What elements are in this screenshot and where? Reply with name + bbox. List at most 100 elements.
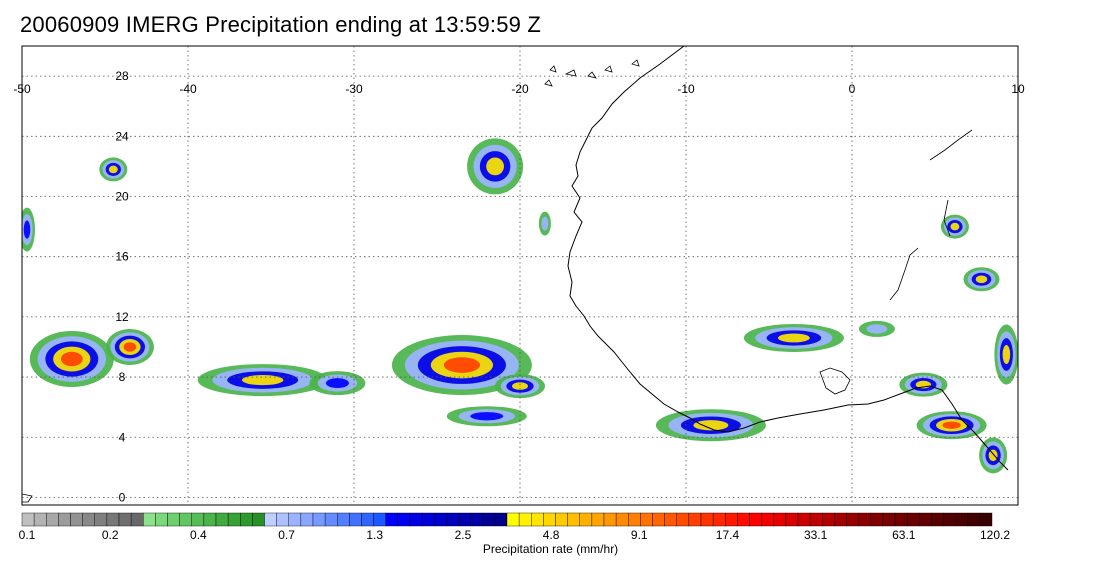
precip-cell [899, 372, 948, 397]
colorbar-swatch [155, 512, 168, 527]
lon-tick-label: -50 [13, 82, 31, 96]
colorbar-swatch [300, 512, 314, 527]
colorbar-tick-label: 0.2 [102, 528, 119, 542]
lon-tick-label: -30 [345, 82, 363, 96]
precip-ring [1002, 344, 1011, 365]
precip-ring [242, 375, 284, 386]
colorbar-swatch [579, 512, 593, 527]
colorbar-swatch [676, 512, 690, 527]
lon-tick-label: -40 [179, 82, 197, 96]
colorbar-swatch [518, 512, 532, 527]
precip-ring [486, 157, 505, 176]
colorbar-swatch [737, 512, 750, 527]
colorbar-title: Precipitation rate (mm/hr) [482, 542, 619, 556]
precip-cell [963, 267, 1000, 292]
coastline [22, 46, 1009, 503]
sw-islet [22, 493, 33, 503]
colorbar-swatch [809, 512, 823, 527]
lat-tick-label: 20 [115, 189, 129, 203]
colorbar-swatch [591, 512, 605, 527]
colorbar-swatch [361, 512, 374, 527]
colorbar-swatch [688, 512, 702, 527]
colorbar-tick-label: 33.1 [804, 528, 828, 542]
colorbar-swatch [894, 512, 908, 527]
colorbar-swatch [870, 512, 884, 527]
colorbar-swatch [179, 512, 192, 527]
colorbar-swatch [130, 512, 144, 527]
grid-lines [22, 46, 1018, 505]
precip-cell [916, 411, 987, 440]
colorbar-swatch [652, 512, 665, 527]
colorbar-swatch [58, 512, 71, 527]
colorbar-swatch [312, 512, 326, 527]
precip-ring [541, 216, 549, 231]
colorbar-swatch [846, 512, 859, 527]
precip-cell [29, 331, 114, 388]
colorbar [21, 512, 993, 527]
colorbar-swatch [615, 512, 629, 527]
colorbar-swatch [82, 512, 95, 527]
precip-cell [994, 324, 1018, 385]
precip-cell [655, 409, 766, 442]
precip-cell [197, 364, 328, 397]
colorbar-swatch [494, 512, 508, 527]
precip-ring [512, 382, 528, 390]
colorbar-swatch [118, 512, 132, 527]
colorbar-swatch [191, 512, 205, 527]
precip-ring [866, 324, 888, 334]
colorbar-swatch [240, 512, 253, 527]
colorbar-swatch [227, 512, 241, 527]
precip-cell [940, 214, 969, 239]
colorbar-tick-labels: 0.1 0.2 0.4 0.7 1.3 2.5 4.8 9.1 17.4 33.1 63.1 120.… [19, 528, 1011, 542]
lat-tick-label: 4 [119, 430, 126, 444]
colorbar-swatch [337, 512, 350, 527]
precip-ring [988, 449, 998, 462]
precipitation-cells [22, 138, 1018, 474]
colorbar-swatch [264, 512, 277, 527]
precip-cell [105, 328, 154, 365]
colorbar-swatch [288, 512, 302, 527]
colorbar-swatch [421, 512, 435, 527]
colorbar-tick-label: 1.3 [366, 528, 383, 542]
colorbar-swatch [603, 512, 617, 527]
cape-verde-islands [544, 59, 640, 87]
precip-cell [467, 138, 524, 195]
map-title: 20060909 IMERG Precipitation ending at 1… [20, 12, 542, 37]
colorbar-swatch [931, 512, 944, 527]
colorbar-swatch [712, 512, 726, 527]
precip-ring [470, 412, 504, 421]
lat-tick-label: 16 [115, 250, 129, 264]
colorbar-swatch [664, 512, 677, 527]
latitude-labels: 28 24 20 16 12 8 4 0 [115, 69, 129, 504]
colorbar-swatch [967, 512, 981, 527]
colorbar-swatch [252, 512, 265, 527]
colorbar-tick-label: 2.5 [455, 528, 472, 542]
colorbar-swatch [409, 512, 423, 527]
precip-ring [950, 222, 960, 231]
colorbar-swatch [33, 512, 47, 527]
precip-ring [777, 333, 810, 343]
lat-tick-label: 12 [115, 310, 129, 324]
precip-cell [309, 371, 366, 396]
colorbar-swatch [834, 512, 847, 527]
colorbar-swatch [446, 512, 459, 527]
precip-ring [123, 342, 137, 352]
colorbar-swatch [458, 512, 471, 527]
precip-ring [23, 220, 31, 239]
colorbar-tick-label: 4.8 [543, 528, 560, 542]
precip-cell [22, 207, 35, 252]
precip-cell [495, 374, 545, 399]
colorbar-tick-label: 63.1 [892, 528, 916, 542]
lat-tick-label: 8 [119, 370, 126, 384]
colorbar-swatch [822, 512, 835, 527]
colorbar-swatch [979, 512, 993, 527]
colorbar-swatch [397, 512, 411, 527]
lat-tick-label: 28 [115, 69, 129, 83]
colorbar-swatch [785, 512, 799, 527]
precip-cell [743, 323, 844, 352]
colorbar-swatch [106, 512, 120, 527]
colorbar-swatch [324, 512, 338, 527]
precip-ring [443, 357, 481, 373]
precip-ring [108, 165, 118, 174]
